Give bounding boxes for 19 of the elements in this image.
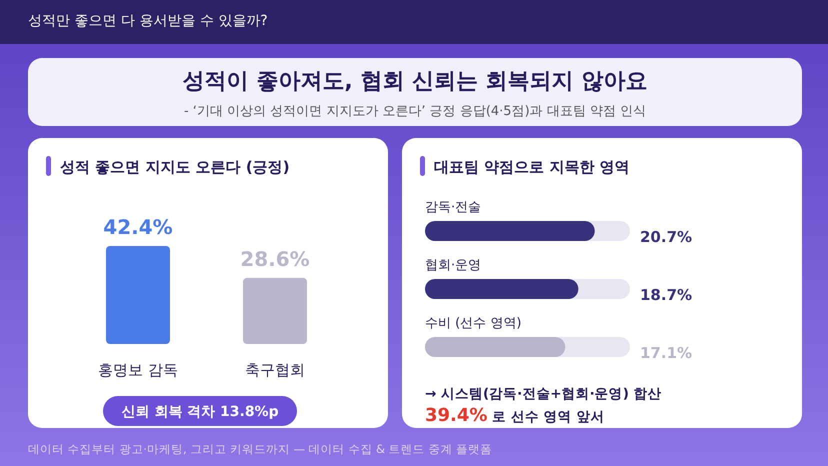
text: 39.4% 로 선수 영역 앞서 [425,405,604,426]
text: 데이터 수집부터 광고·마케팅, 그리고 키워드까지 — 데이터 수집 & 트렌드 중계 플랫폼 [28,442,492,457]
x-tick-label: 축구협회 [245,361,305,379]
text: 신뢰 회복 격차 13.8%p [121,404,279,420]
y-tick-label: 협회·운영 [425,258,482,273]
text: - ‘기대 이상의 성적이면 지지도가 오른다’ 긍정 응답(4·5점)과 대표팀 약점 인식 [182,103,648,120]
text: 성적만 좋으면 다 용서받을 수 있을까? [28,12,268,30]
chart-title: 성적 좋으면 지지도 오른다 (긍정) [60,158,290,176]
data-label: 18.7% [640,286,692,304]
chart-title: 대표팀 약점으로 지목한 영역 [434,158,630,176]
data-label: 28.6% [240,246,310,271]
y-tick-label: 수비 (선수 영역) [425,316,522,331]
text: → 시스템(감독·전술+협회·운영) 합산 [425,386,662,402]
y-tick-label: 감독·전술 [425,200,482,215]
data-label: 20.7% [640,228,692,246]
data-label: 17.1% [640,344,692,362]
x-tick-label: 홍명보 감독 [98,361,178,379]
data-label: 42.4% [103,215,173,239]
text: 성적이 좋아져도, 협회 신뢰는 회복되지 않아요 [182,68,648,96]
